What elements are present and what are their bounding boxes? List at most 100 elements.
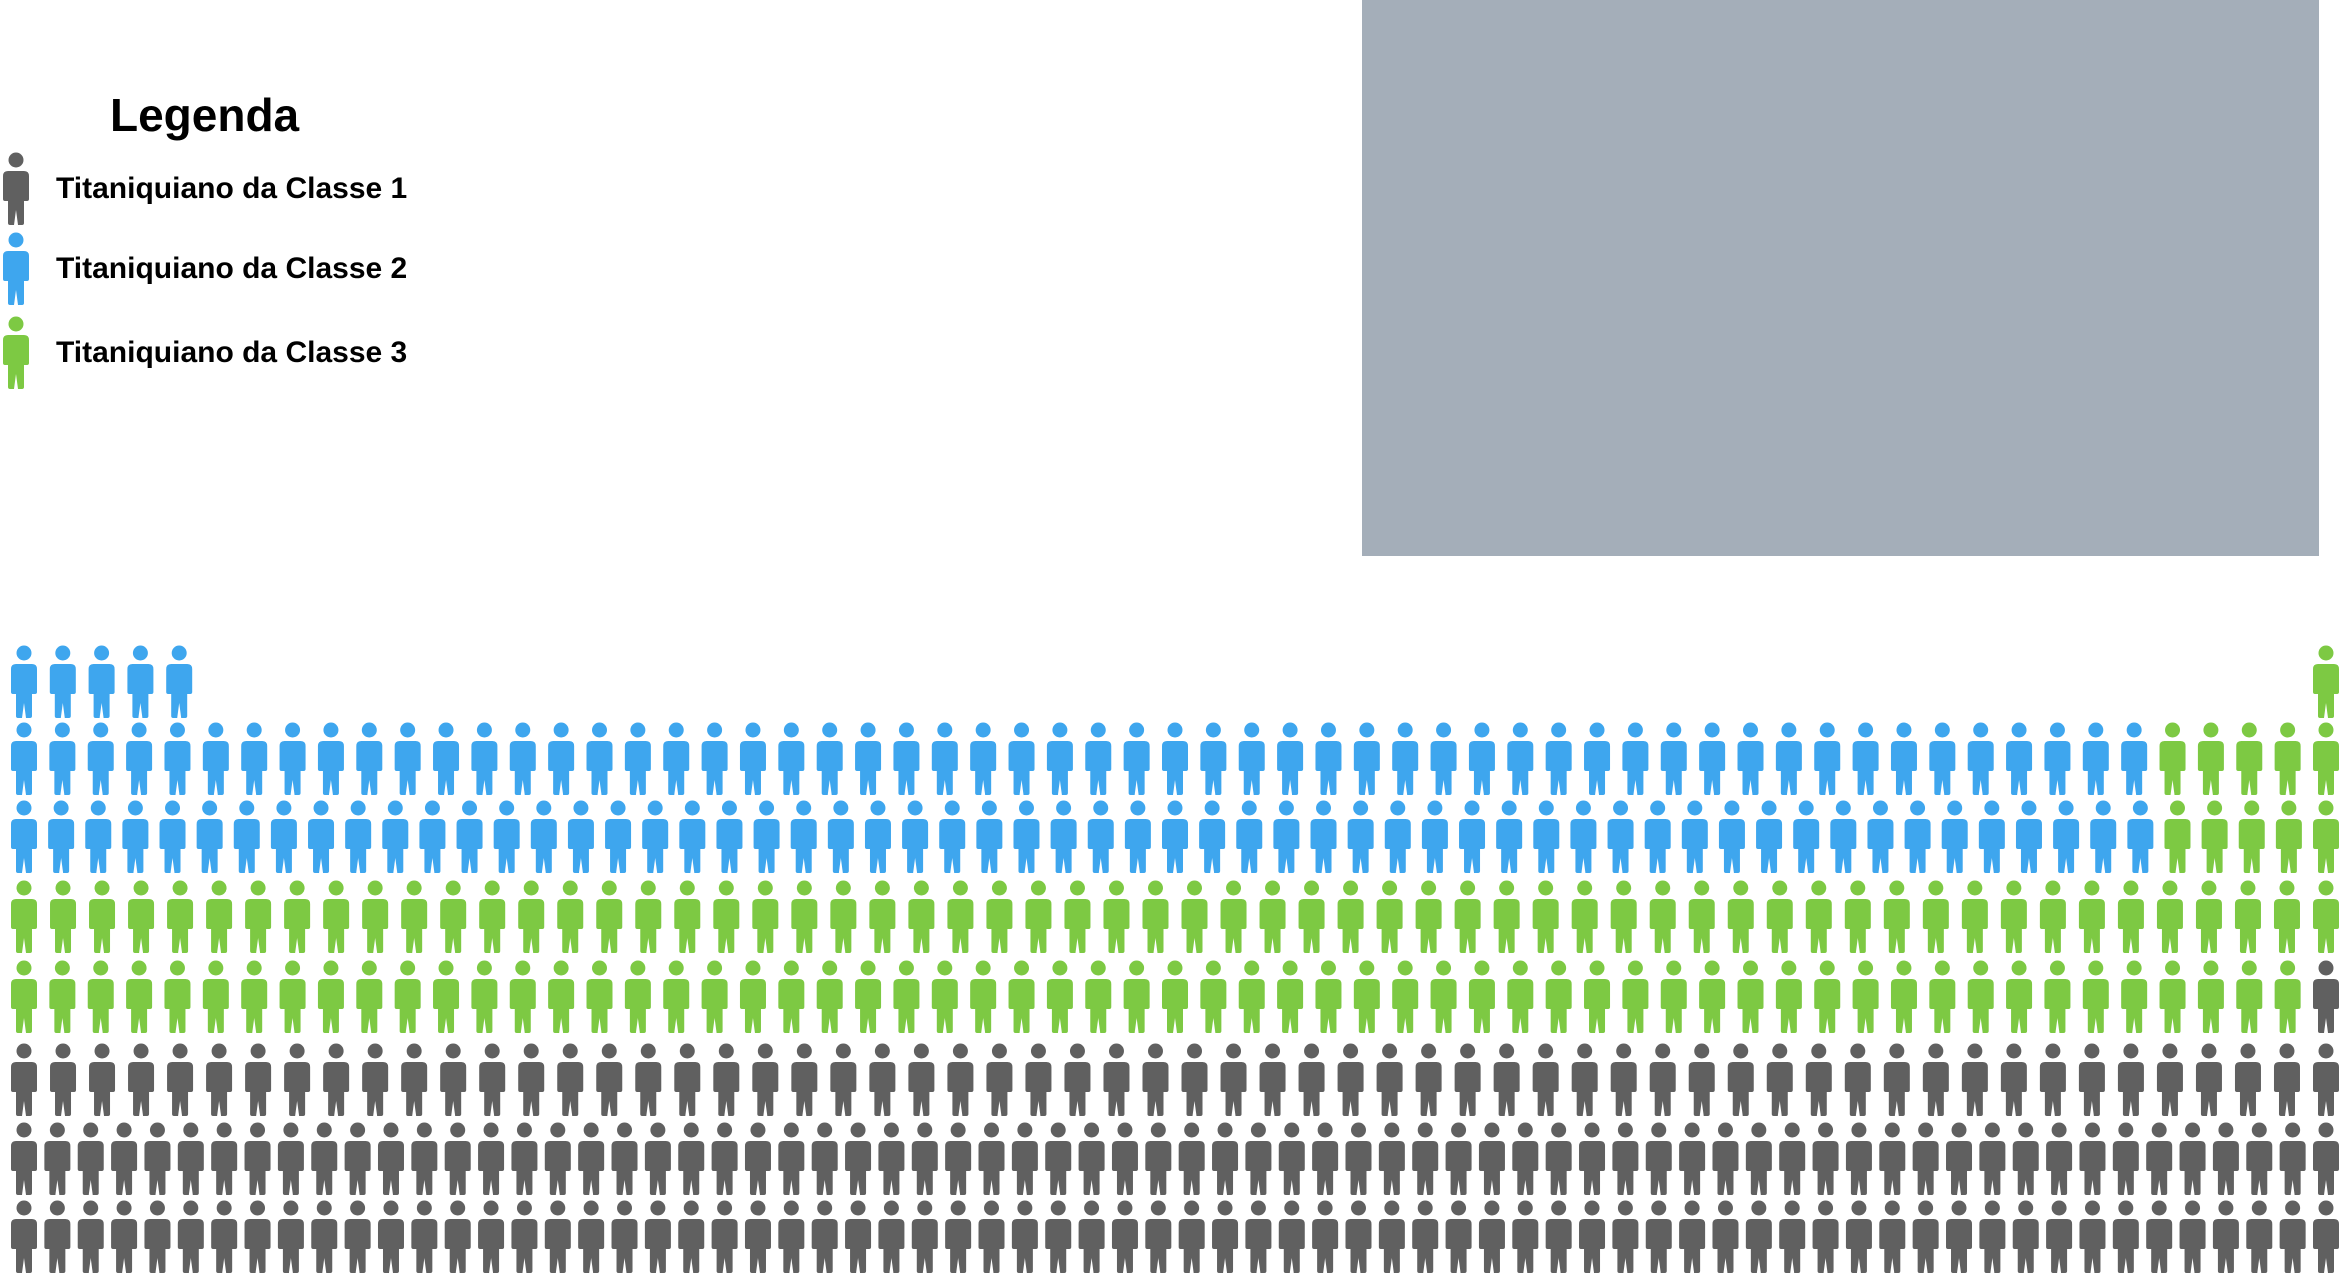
person-icon-classe-3 (1688, 880, 1715, 953)
person-icon-classe-3 (1775, 960, 1802, 1033)
person-icon-classe-2 (1046, 722, 1073, 795)
person-icon-classe-1 (1245, 1122, 1272, 1195)
person-icon-classe-3 (1277, 960, 1304, 1033)
person-icon-classe-2 (605, 800, 632, 873)
person-icon-classe-3 (279, 960, 306, 1033)
person-icon-classe-1 (644, 1200, 671, 1273)
person-icon-classe-2 (419, 800, 446, 873)
person-icon-classe-2 (87, 722, 114, 795)
person-icon-classe-2 (122, 800, 149, 873)
person-icon-classe-2 (586, 722, 613, 795)
person-icon-classe-1 (908, 1043, 935, 1116)
person-icon-classe-2 (1384, 800, 1411, 873)
person-icon-classe-1 (1766, 1043, 1793, 1116)
person-icon-classe-3 (2313, 645, 2339, 718)
person-icon-classe-2 (827, 800, 854, 873)
person-icon-classe-1 (778, 1200, 805, 1273)
person-icon-classe-1 (1610, 1043, 1637, 1116)
person-icon-classe-3 (2313, 800, 2339, 873)
person-icon-classe-3 (2274, 722, 2301, 795)
person-icon-classe-2 (49, 645, 76, 718)
person-icon-classe-1 (11, 1200, 37, 1273)
person-icon-classe-1 (544, 1200, 571, 1273)
person-icon-classe-1 (144, 1200, 171, 1273)
person-icon-classe-2 (1162, 800, 1188, 873)
person-icon-classe-1 (2146, 1122, 2173, 1195)
person-icon-classe-2 (88, 645, 115, 718)
person-icon-classe-1 (1961, 1043, 1988, 1116)
person-icon-classe-2 (931, 722, 958, 795)
person-icon-classe-1 (1220, 1043, 1247, 1116)
person-icon-classe-3 (1929, 960, 1956, 1033)
person-icon-classe-1 (211, 1122, 238, 1195)
person-icon-classe-1 (2313, 1200, 2339, 1273)
person-icon-classe-1 (2246, 1122, 2273, 1195)
person-icon-classe-1 (744, 1122, 771, 1195)
person-icon-classe-2 (1852, 722, 1879, 795)
person-icon-classe-3 (509, 960, 536, 1033)
person-icon-classe-1 (1345, 1122, 1372, 1195)
person-icon-classe-2 (1315, 722, 1342, 795)
person-icon-classe-1 (1045, 1200, 1072, 1273)
person-icon-classe-3 (245, 880, 272, 953)
person-icon-classe-1 (1779, 1122, 1806, 1195)
person-icon-classe-1 (284, 1043, 311, 1116)
person-icon-classe-1 (878, 1122, 905, 1195)
person-icon-classe-1 (830, 1043, 857, 1116)
person-icon-classe-1 (1649, 1043, 1676, 1116)
person-icon-classe-3 (2039, 880, 2066, 953)
person-icon-classe-1 (2012, 1200, 2039, 1273)
person-icon-classe-2 (233, 800, 260, 873)
person-icon-classe-3 (1890, 960, 1917, 1033)
person-icon-classe-1 (1212, 1200, 1239, 1273)
person-icon-classe-1 (89, 1043, 116, 1116)
person-icon-classe-1 (1612, 1200, 1639, 1273)
person-icon-classe-1 (2313, 1122, 2339, 1195)
person-icon-classe-1 (1883, 1043, 1910, 1116)
person-icon-classe-2 (356, 722, 383, 795)
person-icon-classe-1 (2212, 1122, 2239, 1195)
person-icon-classe-2 (567, 800, 594, 873)
person-icon-classe-2 (1793, 800, 1820, 873)
person-icon-classe-3 (2006, 960, 2033, 1033)
person-icon-classe-2 (902, 800, 929, 873)
person-icon-classe-3 (164, 960, 191, 1033)
person-icon-classe-1 (1378, 1200, 1405, 1273)
person-icon-classe-2 (778, 722, 805, 795)
person-icon-classe-1 (177, 1200, 204, 1273)
person-icon-classe-1 (1278, 1122, 1305, 1195)
person-icon-classe-3 (2197, 960, 2224, 1033)
person-icon-classe-1 (2012, 1122, 2039, 1195)
person-icon-classe-3 (752, 880, 779, 953)
person-icon-classe-2 (48, 800, 75, 873)
person-icon-classe-2 (1421, 800, 1448, 873)
person-icon-classe-1 (744, 1200, 771, 1273)
person-icon-classe-3 (479, 880, 506, 953)
person-icon-classe-1 (344, 1200, 371, 1273)
person-icon-classe-3 (1727, 880, 1754, 953)
person-icon-classe-2 (1756, 800, 1783, 873)
person-icon-classe-1 (2234, 1043, 2261, 1116)
person-icon-classe-2 (1941, 800, 1968, 873)
person-icon-classe-1 (1145, 1122, 1172, 1195)
person-icon (3, 316, 29, 389)
person-icon-classe-2 (2127, 800, 2154, 873)
person-icon-classe-3 (1220, 880, 1247, 953)
person-icon-classe-1 (44, 1200, 71, 1273)
person-icon-classe-1 (1946, 1200, 1973, 1273)
person-icon-classe-1 (177, 1122, 204, 1195)
person-icon-classe-1 (557, 1043, 584, 1116)
person-icon-classe-3 (1046, 960, 1073, 1033)
person-icon-classe-1 (911, 1200, 938, 1273)
person-icon-classe-1 (1812, 1122, 1839, 1195)
person-icon-classe-2 (1737, 722, 1764, 795)
person-icon-classe-1 (1111, 1122, 1138, 1195)
person-icon-classe-1 (611, 1200, 638, 1273)
person-icon-classe-1 (845, 1200, 872, 1273)
person-icon-classe-2 (127, 645, 154, 718)
person-icon-classe-2 (1967, 722, 1994, 795)
person-icon-classe-3 (893, 960, 920, 1033)
person-icon-classe-2 (11, 800, 37, 873)
person-icon-classe-2 (663, 722, 690, 795)
person-icon-classe-1 (1912, 1200, 1939, 1273)
